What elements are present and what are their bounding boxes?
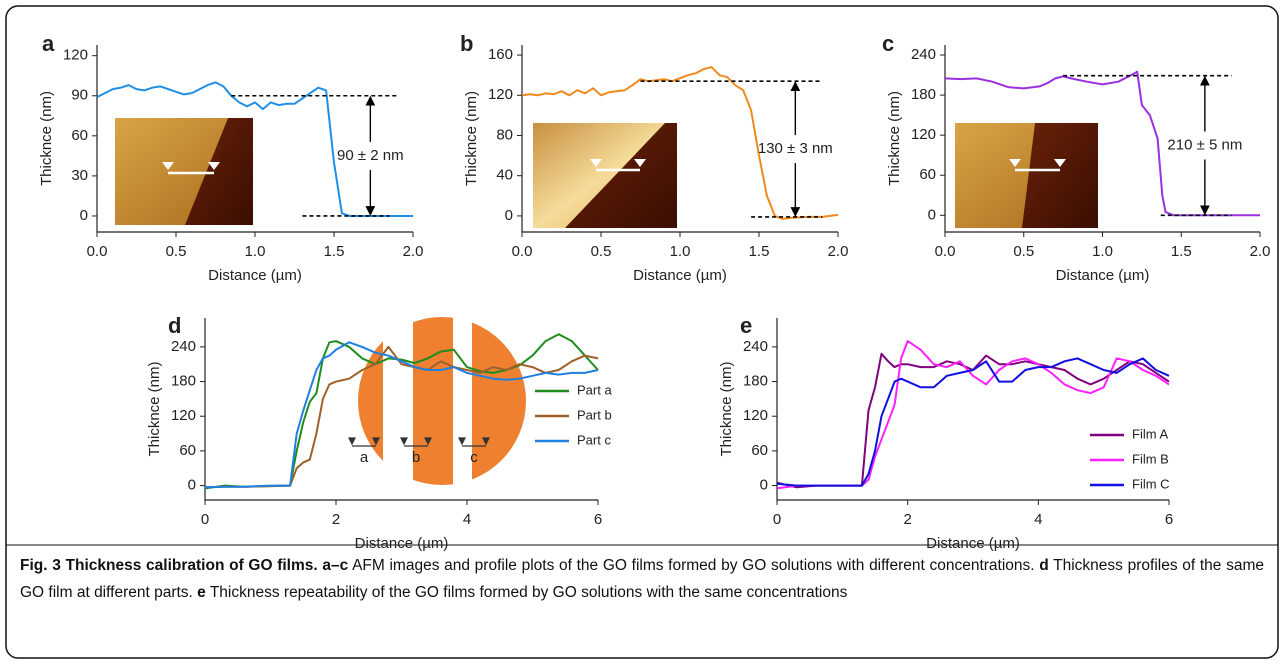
series-line <box>204 345 599 489</box>
x-tick-label: 0 <box>773 511 781 528</box>
y-tick-label: 60 <box>751 442 768 459</box>
x-tick-label: 0 <box>201 511 209 528</box>
legend-label: Part c <box>577 432 611 447</box>
inset-label: b <box>412 449 420 466</box>
x-tick-label: 1.0 <box>245 243 266 260</box>
y-tick-label: 180 <box>171 373 196 390</box>
series-line <box>204 341 599 489</box>
legend-label: Part b <box>577 407 612 422</box>
annotation-text: 130 ± 3 nm <box>758 140 833 157</box>
y-tick-label: 180 <box>743 373 768 390</box>
x-tick-label: 2.0 <box>1250 243 1271 260</box>
x-tick-label: 2 <box>903 511 911 528</box>
panel-letter: d <box>168 313 181 338</box>
series-line <box>776 340 1170 490</box>
y-tick-label: 120 <box>171 407 196 424</box>
x-tick-label: 0.0 <box>512 243 533 260</box>
profile-line <box>96 81 413 217</box>
legend-label: Part a <box>577 382 612 397</box>
y-tick-label: 120 <box>488 86 513 103</box>
y-tick-label: 0 <box>760 477 768 494</box>
inset-label: c <box>470 449 478 466</box>
y-tick-label: 120 <box>743 407 768 424</box>
y-tick-label: 240 <box>743 338 768 355</box>
caption-segment: AFM images and profile plots of the GO f… <box>348 557 1040 574</box>
legend-label: Film A <box>1132 426 1168 441</box>
x-tick-label: 4 <box>1034 511 1042 528</box>
x-tick-label: 0.5 <box>166 243 187 260</box>
y-axis-label: Thicknce (nm) <box>463 91 480 186</box>
annotation-text: 210 ± 5 nm <box>1167 136 1242 153</box>
film-parts-markers <box>348 437 490 447</box>
x-tick-label: 0.0 <box>87 243 108 260</box>
caption-segment: Fig. 3 Thickness calibration of GO films… <box>20 557 349 574</box>
x-tick-label: 6 <box>594 511 602 528</box>
x-axis-label: Distance (µm) <box>1056 267 1150 284</box>
y-tick-label: 90 <box>71 87 88 104</box>
y-tick-label: 0 <box>505 207 513 224</box>
x-axis-label: Distance (µm) <box>926 535 1020 552</box>
caption-segment: d <box>1039 557 1049 574</box>
panel-letter: c <box>882 31 894 56</box>
x-tick-label: 1.5 <box>324 243 345 260</box>
y-tick-label: 60 <box>919 166 936 183</box>
y-tick-label: 30 <box>71 167 88 184</box>
x-axis-label: Distance (µm) <box>208 267 302 284</box>
series-line <box>776 357 1170 487</box>
caption-segment: e <box>197 584 206 601</box>
afm-inset-b <box>533 123 677 228</box>
x-axis-label: Distance (µm) <box>355 535 449 552</box>
x-tick-label: 2.0 <box>403 243 424 260</box>
afm-inset-a <box>115 118 253 225</box>
y-tick-label: 240 <box>911 46 936 63</box>
profile-line <box>944 70 1260 217</box>
y-axis-label: Thicknce (nm) <box>38 91 55 186</box>
y-tick-label: 80 <box>496 126 513 143</box>
x-tick-label: 2 <box>332 511 340 528</box>
y-tick-label: 0 <box>188 477 196 494</box>
x-tick-label: 1.5 <box>749 243 770 260</box>
figure-border <box>5 5 1279 659</box>
x-tick-label: 0.5 <box>1013 243 1034 260</box>
panel-letter: e <box>740 313 752 338</box>
y-tick-label: 180 <box>911 86 936 103</box>
caption-segment: Thickness repeatability of the GO films … <box>205 584 848 601</box>
y-tick-label: 60 <box>71 127 88 144</box>
y-tick-label: 160 <box>488 46 513 63</box>
profile-line <box>521 66 839 220</box>
panel-letter: b <box>460 31 473 56</box>
y-axis-label: Thicknce (nm) <box>718 361 735 456</box>
x-tick-label: 0.0 <box>935 243 956 260</box>
y-axis-label: Thicknce (nm) <box>146 361 163 456</box>
y-axis-label: Thicknce (nm) <box>886 91 903 186</box>
film-parts-inset <box>358 317 526 485</box>
legend-label: Film B <box>1132 451 1169 466</box>
x-tick-label: 0.5 <box>591 243 612 260</box>
caption-segment: Thickness profiles of the same GO film a… <box>20 557 1269 601</box>
y-tick-label: 60 <box>179 442 196 459</box>
series-line <box>204 333 599 490</box>
y-tick-label: 40 <box>496 167 513 184</box>
y-tick-label: 0 <box>928 206 936 223</box>
y-tick-label: 120 <box>911 126 936 143</box>
x-axis-label: Distance (µm) <box>633 267 727 284</box>
x-tick-label: 1.0 <box>1092 243 1113 260</box>
x-tick-label: 1.0 <box>670 243 691 260</box>
inset-label: a <box>360 449 369 466</box>
caption: Fig. 3 Thickness calibration of GO films… <box>20 552 1264 606</box>
x-tick-label: 2.0 <box>828 243 849 260</box>
afm-inset-c <box>955 123 1098 228</box>
panel-letter: a <box>42 31 55 56</box>
x-tick-label: 4 <box>463 511 471 528</box>
x-tick-label: 6 <box>1165 511 1173 528</box>
legend-label: Film C <box>1132 476 1170 491</box>
annotation-text: 90 ± 2 nm <box>337 147 404 164</box>
x-tick-label: 1.5 <box>1171 243 1192 260</box>
y-tick-label: 240 <box>171 338 196 355</box>
y-tick-label: 120 <box>63 47 88 64</box>
y-tick-label: 0 <box>80 207 88 224</box>
